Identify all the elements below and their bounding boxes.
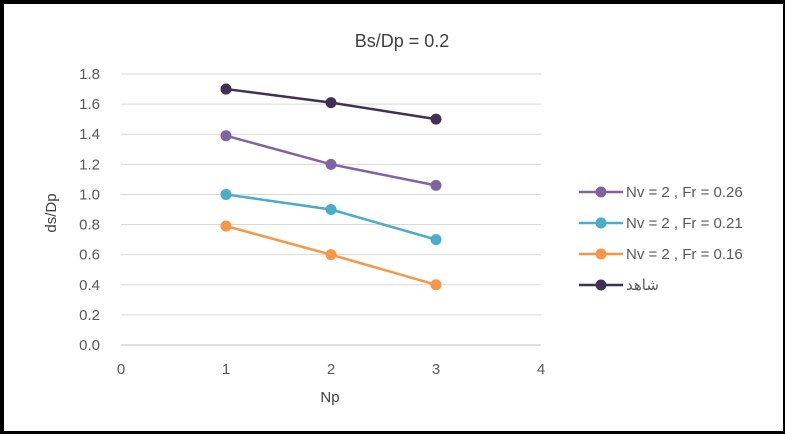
data-point bbox=[430, 179, 442, 191]
chart-title: Bs/Dp = 0.2 bbox=[355, 31, 450, 51]
x-tick-label: 0 bbox=[117, 361, 125, 378]
y-tick-label: 1.0 bbox=[79, 186, 100, 203]
legend-label: شاهد bbox=[626, 277, 659, 294]
data-point bbox=[220, 220, 232, 232]
x-tick-label: 3 bbox=[432, 361, 440, 378]
legend-swatch-marker bbox=[595, 248, 607, 260]
data-point bbox=[220, 130, 232, 142]
legend: Nv = 2 , Fr = 0.26 Nv = 2 , Fr = 0.21 Nv =… bbox=[579, 184, 743, 294]
x-axis-label: Np bbox=[320, 389, 339, 406]
series-layer bbox=[220, 83, 442, 291]
y-tick-label: 0.4 bbox=[79, 277, 100, 294]
data-point bbox=[430, 234, 442, 246]
x-tick-label: 1 bbox=[222, 361, 230, 378]
data-point bbox=[325, 97, 337, 109]
legend-swatch-marker bbox=[595, 186, 607, 198]
y-tick-labels: 0.0 0.2 0.4 0.6 0.8 1.0 1.2 1.4 1.6 1.8 bbox=[79, 66, 100, 354]
series-2 bbox=[220, 188, 442, 246]
legend-item: Nv = 2 , Fr = 0.26 bbox=[579, 184, 743, 201]
y-tick-label: 0.0 bbox=[79, 337, 100, 354]
series-line bbox=[225, 193, 437, 241]
data-point bbox=[220, 83, 232, 95]
y-tick-label: 1.6 bbox=[79, 96, 100, 113]
series-1 bbox=[220, 130, 442, 191]
data-point bbox=[430, 279, 442, 291]
y-tick-label: 0.8 bbox=[79, 217, 100, 234]
x-tick-label: 2 bbox=[327, 361, 335, 378]
y-tick-label: 1.4 bbox=[79, 126, 100, 143]
data-point bbox=[325, 204, 337, 215]
legend-item: Nv = 2 , Fr = 0.21 bbox=[579, 215, 743, 232]
y-tick-label: 0.2 bbox=[79, 307, 100, 324]
x-tick-labels: 0 1 2 3 4 bbox=[117, 361, 545, 378]
legend-item: Nv = 2 , Fr = 0.16 bbox=[579, 246, 743, 263]
data-point bbox=[325, 158, 337, 170]
data-point bbox=[325, 249, 337, 261]
data-point bbox=[430, 113, 442, 125]
series-4 bbox=[220, 83, 442, 125]
series-3 bbox=[220, 220, 442, 291]
legend-item: شاهد bbox=[579, 277, 659, 294]
data-point bbox=[220, 188, 232, 200]
legend-label: Nv = 2 , Fr = 0.16 bbox=[626, 246, 743, 263]
y-tick-label: 1.2 bbox=[79, 156, 100, 173]
legend-label: Nv = 2 , Fr = 0.26 bbox=[626, 184, 743, 201]
x-tick-label: 4 bbox=[537, 361, 545, 378]
y-tick-label: 1.8 bbox=[79, 66, 100, 83]
legend-swatch-marker bbox=[595, 279, 607, 291]
legend-label: Nv = 2 , Fr = 0.21 bbox=[626, 215, 743, 232]
y-tick-label: 0.6 bbox=[79, 247, 100, 264]
y-axis-label: ds/Dp bbox=[43, 193, 60, 232]
legend-swatch-marker bbox=[595, 217, 607, 229]
